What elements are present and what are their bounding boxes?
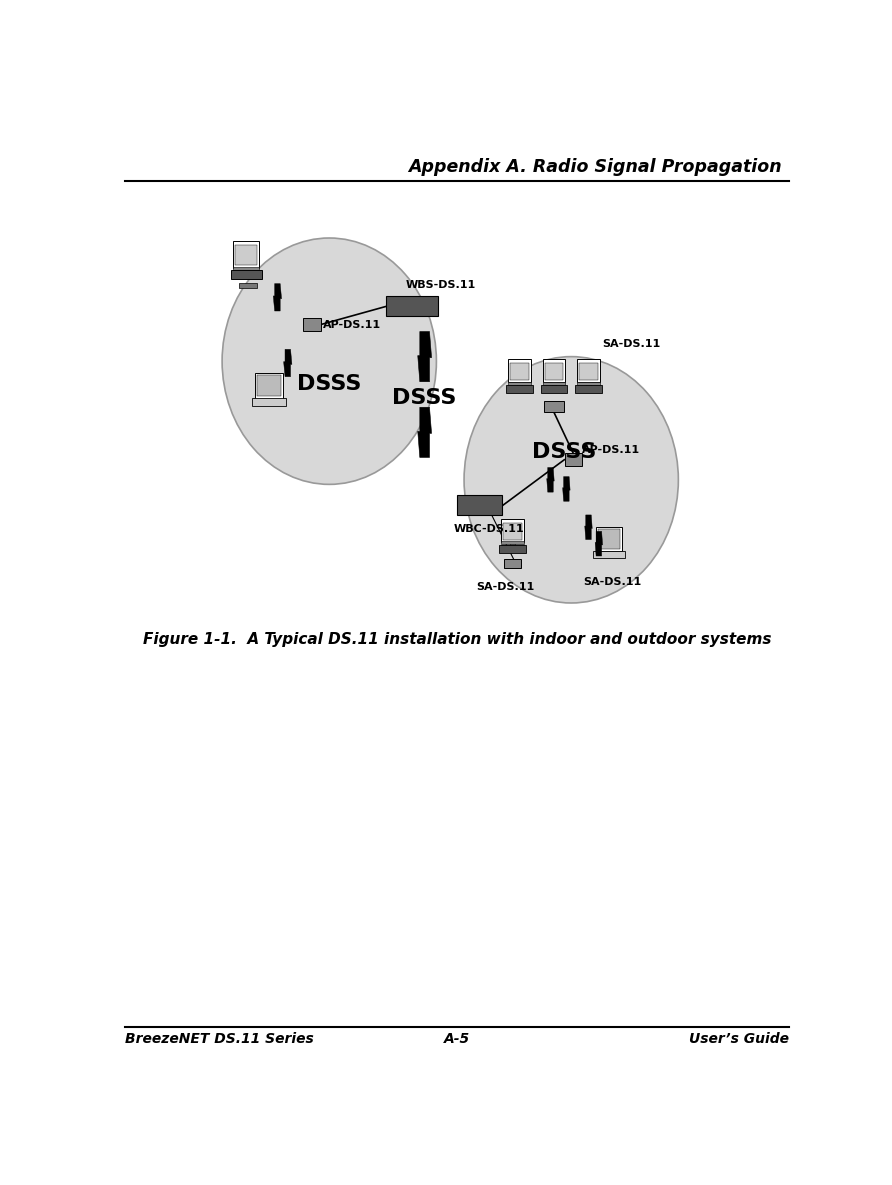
Text: WBC-DS.11: WBC-DS.11 — [454, 524, 524, 533]
Text: DSSS: DSSS — [392, 387, 457, 408]
FancyBboxPatch shape — [542, 359, 566, 383]
Text: SA-DS.11: SA-DS.11 — [602, 339, 661, 350]
Polygon shape — [585, 515, 592, 539]
FancyBboxPatch shape — [575, 385, 601, 393]
Text: SA-DS.11: SA-DS.11 — [583, 577, 642, 588]
FancyBboxPatch shape — [303, 319, 320, 331]
Text: User’s Guide: User’s Guide — [689, 1032, 789, 1046]
Text: BreezeNET DS.11 Series: BreezeNET DS.11 Series — [125, 1032, 314, 1046]
FancyBboxPatch shape — [551, 383, 557, 385]
FancyBboxPatch shape — [577, 385, 600, 390]
FancyBboxPatch shape — [235, 245, 258, 265]
FancyBboxPatch shape — [577, 359, 599, 383]
Text: SA-DS.11: SA-DS.11 — [476, 582, 534, 592]
FancyBboxPatch shape — [508, 359, 531, 383]
FancyBboxPatch shape — [501, 519, 524, 542]
FancyBboxPatch shape — [586, 383, 591, 385]
FancyBboxPatch shape — [255, 373, 283, 399]
Polygon shape — [417, 332, 432, 382]
Polygon shape — [563, 476, 570, 501]
FancyBboxPatch shape — [517, 383, 522, 385]
Polygon shape — [547, 468, 554, 492]
FancyBboxPatch shape — [257, 376, 281, 396]
Text: AP-DS.11: AP-DS.11 — [582, 446, 640, 455]
Text: Appendix A. Radio Signal Propagation: Appendix A. Radio Signal Propagation — [409, 158, 782, 175]
Text: DSSS: DSSS — [533, 442, 597, 462]
FancyBboxPatch shape — [541, 385, 567, 393]
FancyBboxPatch shape — [596, 526, 623, 551]
Ellipse shape — [222, 238, 436, 485]
Text: Figure 1-1.  A Typical DS.11 installation with indoor and outdoor systems: Figure 1-1. A Typical DS.11 installation… — [143, 632, 772, 647]
FancyBboxPatch shape — [233, 267, 260, 271]
Text: DSSS: DSSS — [297, 374, 361, 393]
FancyBboxPatch shape — [508, 385, 531, 390]
FancyBboxPatch shape — [598, 530, 621, 549]
FancyBboxPatch shape — [233, 241, 260, 268]
FancyBboxPatch shape — [386, 296, 438, 316]
FancyBboxPatch shape — [577, 382, 599, 385]
FancyBboxPatch shape — [503, 523, 522, 540]
FancyBboxPatch shape — [510, 363, 529, 380]
FancyBboxPatch shape — [542, 385, 566, 390]
FancyBboxPatch shape — [508, 382, 531, 385]
FancyBboxPatch shape — [231, 270, 261, 280]
FancyBboxPatch shape — [501, 542, 524, 544]
FancyBboxPatch shape — [544, 402, 564, 412]
FancyBboxPatch shape — [510, 542, 515, 545]
FancyBboxPatch shape — [252, 398, 286, 405]
Text: A-5: A-5 — [444, 1032, 470, 1046]
FancyBboxPatch shape — [565, 454, 582, 466]
FancyBboxPatch shape — [500, 545, 525, 552]
FancyBboxPatch shape — [244, 268, 249, 271]
Ellipse shape — [464, 357, 679, 603]
Polygon shape — [273, 283, 282, 310]
Text: AP-DS.11: AP-DS.11 — [323, 320, 381, 329]
FancyBboxPatch shape — [542, 382, 566, 385]
Polygon shape — [284, 350, 292, 377]
Polygon shape — [417, 408, 432, 457]
FancyBboxPatch shape — [507, 385, 533, 393]
FancyBboxPatch shape — [504, 559, 521, 569]
FancyBboxPatch shape — [593, 551, 625, 558]
Text: WBS-DS.11: WBS-DS.11 — [405, 280, 475, 290]
FancyBboxPatch shape — [579, 363, 598, 380]
FancyBboxPatch shape — [544, 363, 564, 380]
Polygon shape — [595, 531, 603, 556]
FancyBboxPatch shape — [458, 495, 502, 515]
FancyBboxPatch shape — [239, 283, 257, 288]
FancyBboxPatch shape — [500, 545, 524, 550]
FancyBboxPatch shape — [233, 271, 260, 277]
